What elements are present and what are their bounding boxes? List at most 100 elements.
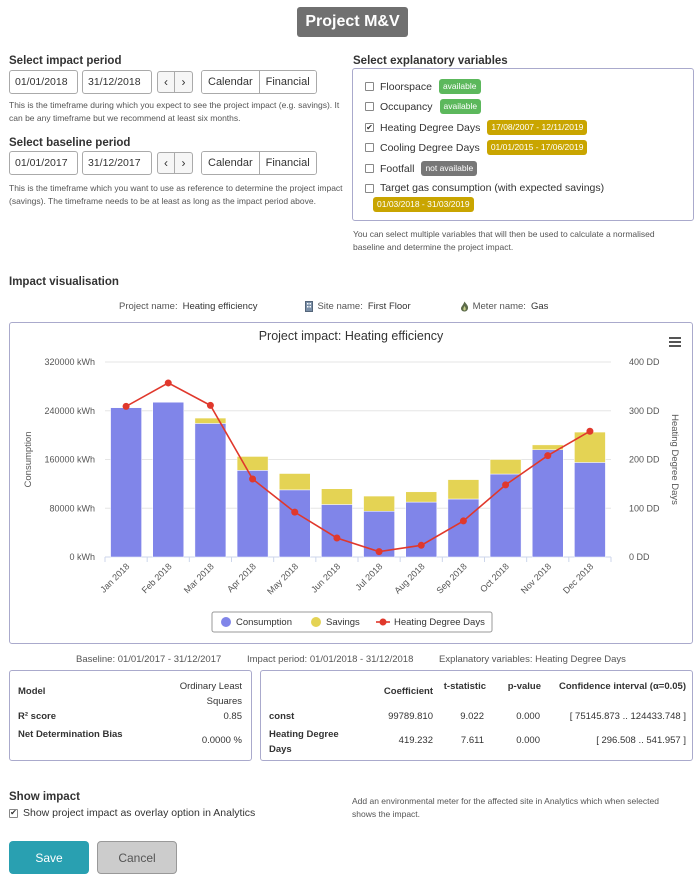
variable-label: Heating Degree Days: [380, 121, 481, 134]
x-tick-label: Feb 2018: [140, 561, 174, 595]
impact-period-stepper: ‹ ›: [157, 71, 193, 93]
model-label: Model: [18, 686, 46, 697]
heating-degree-days-point: [586, 427, 594, 435]
r2-label: R² score: [18, 711, 57, 722]
ndb-value: 0.0000 %: [201, 735, 242, 746]
chart-legend: [211, 611, 493, 633]
baseline-period-type-toggle: Calendar Financial: [201, 151, 317, 175]
legend-savings-label: Savings: [326, 617, 360, 628]
x-tick-label: Nov 2018: [519, 561, 553, 595]
row-t: 7.611: [460, 735, 484, 746]
baseline-financial-button[interactable]: Financial: [258, 152, 316, 174]
ndb-label: Net Determination Bias: [18, 729, 123, 740]
y-right-tick-label: 200 DD: [629, 455, 660, 465]
cooling-degree-days-checkbox[interactable]: [365, 143, 374, 152]
variable-label: Occupancy: [380, 100, 433, 113]
show-impact-option[interactable]: ✔ Show project impact as overlay option …: [9, 807, 255, 819]
consumption-bar: [152, 401, 184, 558]
variable-row-floorspace[interactable]: Floorspace available: [365, 79, 481, 94]
row-coef: 99789.810: [388, 711, 433, 722]
project-name-value: Heating efficiency: [182, 301, 258, 312]
occupancy-checkbox[interactable]: [365, 102, 374, 111]
y-tick-label: 240000 kWh: [44, 406, 95, 416]
heating-degree-days-point: [459, 517, 467, 525]
row-name: Heating Degree Days: [269, 729, 339, 755]
save-button[interactable]: Save: [9, 841, 89, 874]
y-tick-label: 80000 kWh: [49, 503, 95, 513]
y-axis-title: Consumption: [23, 432, 34, 488]
explanatory-variables-panel: Floorspace available Occupancy available…: [352, 68, 694, 221]
baseline-summary: Baseline: 01/01/2017 - 31/12/2017: [76, 654, 222, 665]
variable-row-footfall[interactable]: Footfall not available: [365, 161, 478, 176]
impact-calendar-button[interactable]: Calendar: [202, 71, 259, 93]
variable-row-occupancy[interactable]: Occupancy available: [365, 99, 482, 114]
floorspace-checkbox[interactable]: [365, 82, 374, 91]
y-right-axis-title: Heating Degree Days: [669, 414, 680, 505]
legend-hdd-marker: [379, 618, 387, 626]
impact-prev-button[interactable]: ‹: [157, 71, 175, 93]
footfall-checkbox[interactable]: [365, 164, 374, 173]
consumption-bar: [574, 462, 606, 558]
page-title: Project M&V: [297, 7, 408, 37]
variable-row-target-gas[interactable]: Target gas consumption (with expected sa…: [365, 182, 604, 194]
explanatory-help: You can select multiple variables that w…: [353, 229, 655, 252]
variable-row-cooling-degree-days[interactable]: Cooling Degree Days 01/01/2015 - 17/06/2…: [365, 140, 588, 155]
heating-degree-days-point: [544, 452, 552, 460]
impact-financial-button[interactable]: Financial: [258, 71, 316, 93]
baseline-calendar-button[interactable]: Calendar: [202, 152, 259, 174]
heating-degree-days-point: [375, 548, 383, 556]
show-impact-help: Add an environmental meter for the affec…: [352, 796, 659, 819]
y-right-tick-label: 400 DD: [629, 357, 660, 367]
availability-badge: 01/01/2015 - 17/06/2019: [486, 140, 588, 155]
hamburger-menu-icon: [669, 337, 681, 347]
legend-savings-marker: [311, 617, 321, 627]
heating-degree-days-point: [249, 475, 257, 483]
savings-bar: [489, 459, 522, 475]
consumption-bar: [194, 423, 227, 558]
cancel-button[interactable]: Cancel: [97, 841, 177, 874]
legend-hdd-label: Heating Degree Days: [394, 617, 485, 628]
show-impact-checkbox[interactable]: ✔: [9, 808, 18, 818]
flame-icon: [460, 301, 469, 312]
variable-row-heating-degree-days[interactable]: ✔ Heating Degree Days 17/08/2007 - 12/11…: [365, 120, 588, 135]
impact-summary: Impact period: 01/01/2018 - 31/12/2018: [247, 654, 414, 665]
meter-name-value: Gas: [530, 301, 549, 312]
baseline-period-help: This is the timeframe which you want to …: [9, 183, 343, 206]
y-right-tick-label: 300 DD: [629, 406, 660, 416]
consumption-bar: [279, 489, 311, 558]
legend-box: [211, 611, 493, 633]
baseline-prev-button[interactable]: ‹: [157, 152, 175, 174]
site-name-value: First Floor: [367, 301, 411, 312]
impact-chart: Project impact: Heating efficiency 0 kWh 0…: [23, 329, 681, 633]
availability-badge: available: [439, 99, 482, 114]
variables-summary: Explanatory variables: Heating Degree Da…: [439, 654, 626, 665]
project-name-label: Project name:: [119, 301, 178, 312]
x-tick-label: Jun 2018: [309, 561, 342, 594]
heating-degree-days-point: [206, 401, 214, 409]
x-tick-label: Mar 2018: [182, 561, 216, 595]
visualisation-heading: Impact visualisation: [9, 276, 119, 288]
baseline-end-date-input[interactable]: 31/12/2017: [82, 151, 152, 175]
heating-degree-days-point: [164, 379, 172, 387]
heating-degree-days-checkbox[interactable]: ✔: [365, 122, 374, 132]
baseline-period-heading: Select baseline period: [9, 137, 131, 149]
row-ci: [ 296.508 .. 541.957 ]: [596, 735, 686, 746]
target-gas-checkbox[interactable]: [365, 183, 374, 193]
heating-degree-days-point: [502, 481, 510, 489]
row-ci: [ 75145.873 .. 124433.748 ]: [569, 711, 686, 722]
site-name-label: Site name:: [317, 301, 363, 312]
impact-next-button[interactable]: ›: [175, 71, 193, 93]
impact-start-date-input[interactable]: 01/01/2018: [9, 70, 78, 94]
explanatory-heading: Select explanatory variables: [353, 55, 508, 67]
baseline-start-date-input[interactable]: 01/01/2017: [9, 151, 78, 175]
coefficient-table: Coefficient t-statistic p-value Confiden…: [260, 670, 693, 761]
impact-period-help: This is the timeframe during which you e…: [9, 100, 340, 123]
baseline-next-button[interactable]: ›: [175, 152, 193, 174]
project-info-bar: Project name: Heating efficiency Site na…: [119, 301, 548, 312]
impact-end-date-input[interactable]: 31/12/2018: [82, 70, 152, 94]
confidence-interval-header: Confidence interval (α=0.05): [558, 681, 686, 692]
y-tick-label: 160000 kWh: [44, 455, 95, 465]
variable-label: Cooling Degree Days: [380, 141, 480, 154]
availability-badge: 17/08/2007 - 12/11/2019: [487, 120, 588, 135]
availability-badge: available: [438, 79, 481, 94]
